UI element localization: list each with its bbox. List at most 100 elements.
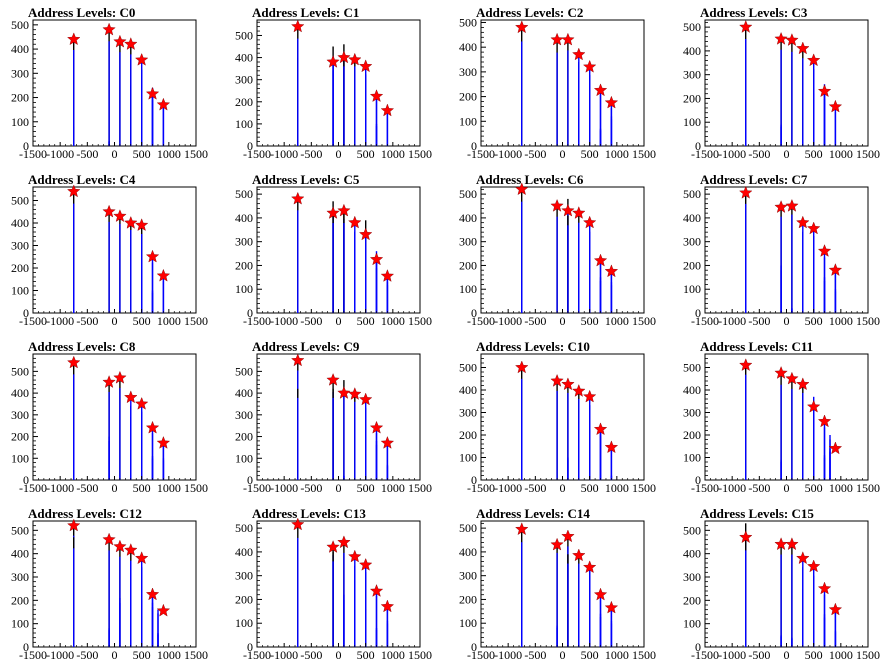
histogram-bar-fill xyxy=(567,50,569,146)
peak-marker xyxy=(134,396,149,410)
peak-marker xyxy=(593,422,608,436)
x-tick-label: -500 xyxy=(748,314,770,328)
peak-marker xyxy=(291,517,305,531)
x-tick-label: 500 xyxy=(805,147,823,161)
x-tick-label: 0 xyxy=(112,648,118,662)
histogram-bar-fill xyxy=(780,270,782,313)
x-tick-label: 1500 xyxy=(632,481,656,495)
histogram-bar-fill xyxy=(343,223,345,313)
y-tick-label: 300 xyxy=(459,569,477,583)
peak-marker xyxy=(817,414,832,428)
histogram-bar-fill xyxy=(162,280,165,313)
y-tick-label: 300 xyxy=(683,68,701,82)
histogram-bar-fill xyxy=(365,612,367,647)
y-tick-label: 500 xyxy=(683,523,701,537)
peak-marker xyxy=(561,32,575,46)
chart-title: Address Levels: C14 xyxy=(476,506,590,521)
x-tick-label: 1500 xyxy=(408,481,432,495)
histogram-bar-fill xyxy=(151,262,154,313)
x-tick-label: -1000 xyxy=(494,481,522,495)
histogram-bar-fill xyxy=(834,632,837,647)
y-tick-label: 0 xyxy=(471,640,477,654)
x-tick-label: 0 xyxy=(112,481,118,495)
x-tick-label: -1000 xyxy=(718,481,746,495)
histogram-bar-fill xyxy=(141,411,143,480)
peak-marker xyxy=(785,198,799,212)
peak-marker xyxy=(348,549,362,563)
x-tick-label: 500 xyxy=(357,147,375,161)
x-tick-label: -1000 xyxy=(718,648,746,662)
histogram-bar-fill xyxy=(73,290,75,313)
y-tick-label: 200 xyxy=(11,593,29,607)
histogram-bar-fill xyxy=(365,253,367,313)
peak-marker xyxy=(604,440,619,454)
y-tick-label: 200 xyxy=(235,95,253,109)
histogram-bar-fill xyxy=(130,54,132,146)
x-tick-label: -1500 xyxy=(691,481,719,495)
histogram-bar-fill xyxy=(745,244,747,313)
x-tick-label: -1500 xyxy=(691,648,719,662)
peak-marker xyxy=(124,215,138,229)
peak-marker xyxy=(739,530,753,544)
chart-title: Address Levels: C9 xyxy=(252,339,360,354)
peak-marker xyxy=(156,436,171,449)
histogram-bar-fill xyxy=(130,423,132,480)
histogram-bar-fill xyxy=(130,569,132,647)
y-tick-label: 200 xyxy=(683,593,701,607)
chart-panel: Address Levels: C00100200300400500-1500-… xyxy=(11,5,208,161)
chart-title: Address Levels: C7 xyxy=(700,172,808,187)
x-tick-label: 1000 xyxy=(829,314,853,328)
x-tick-label: -500 xyxy=(76,481,98,495)
y-tick-label: 100 xyxy=(459,282,477,296)
y-tick-label: 500 xyxy=(235,521,253,535)
histogram-bar-fill xyxy=(375,126,378,146)
plot-frame xyxy=(480,19,645,147)
x-tick-label: 500 xyxy=(133,314,151,328)
histogram-bar-fill xyxy=(610,119,613,146)
histogram-bar-fill xyxy=(589,435,591,480)
y-tick-label: 0 xyxy=(695,139,701,153)
histogram-bar-fill xyxy=(375,629,378,647)
chart-title: Address Levels: C6 xyxy=(476,172,584,187)
histogram-bar-fill xyxy=(556,390,558,480)
histogram-bar-fill xyxy=(297,210,299,313)
y-tick-label: 100 xyxy=(683,617,701,631)
peak-marker xyxy=(337,535,351,549)
histogram-bar-fill xyxy=(332,70,334,146)
histogram-bar-fill xyxy=(780,49,782,147)
peak-marker xyxy=(817,581,832,595)
histogram-bar-fill xyxy=(119,602,121,647)
histogram-bar-fill xyxy=(119,223,121,313)
peak-marker xyxy=(67,355,81,369)
histogram-bar-fill xyxy=(745,131,747,146)
x-tick-label: 0 xyxy=(784,481,790,495)
y-tick-label: 100 xyxy=(459,616,477,630)
plot-frame xyxy=(704,520,869,648)
x-tick-label: -1000 xyxy=(270,648,298,662)
peak-marker xyxy=(145,249,160,263)
y-tick-label: 100 xyxy=(11,617,29,631)
histogram-bar-fill xyxy=(332,223,334,313)
peak-marker xyxy=(550,537,564,551)
peak-marker xyxy=(326,54,340,68)
histogram-bar-fill xyxy=(108,440,110,480)
peak-marker xyxy=(817,244,832,257)
histogram-bar-fill xyxy=(813,575,815,647)
peak-marker xyxy=(785,33,799,46)
histogram-bar-fill xyxy=(589,74,591,146)
chart-title: Address Levels: C1 xyxy=(252,5,359,20)
peak-marker xyxy=(67,518,81,532)
y-tick-label: 300 xyxy=(235,569,253,583)
histogram-bar-fill xyxy=(802,137,804,146)
peak-marker xyxy=(593,253,608,267)
y-tick-label: 500 xyxy=(11,364,29,378)
x-tick-label: -1000 xyxy=(494,648,522,662)
histogram-bar-fill xyxy=(745,374,747,480)
y-tick-label: 100 xyxy=(683,282,701,296)
peak-marker xyxy=(515,20,529,34)
histogram-bar-fill xyxy=(791,638,793,647)
peak-marker xyxy=(572,206,586,219)
histogram-bar-fill xyxy=(599,94,602,146)
y-tick-label: 100 xyxy=(11,284,29,298)
